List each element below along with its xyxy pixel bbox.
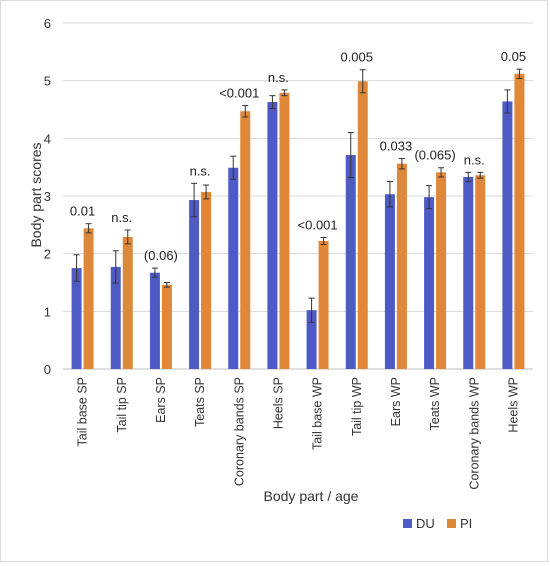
significance-label: <0.001 xyxy=(298,218,338,233)
y-axis-title: Body part scores xyxy=(28,142,44,247)
bar-pi xyxy=(436,172,447,369)
category-label: Teats SP xyxy=(193,377,207,427)
significance-label: 0.033 xyxy=(380,139,413,154)
bar-pi xyxy=(279,92,290,369)
y-tick-label: 5 xyxy=(44,74,51,89)
bar-du xyxy=(502,101,513,369)
bar-du xyxy=(149,272,160,369)
category-label: Coronary bands SP xyxy=(232,377,246,486)
bar-pi xyxy=(201,191,212,369)
legend: DU PI xyxy=(403,516,472,531)
y-tick-label: 1 xyxy=(44,304,51,319)
significance-label: <0.001 xyxy=(219,85,259,100)
gridlines xyxy=(63,22,533,370)
category-label: Coronary bands WP xyxy=(467,377,481,490)
error-bars xyxy=(73,68,523,323)
significance-label: n.s. xyxy=(111,210,132,225)
bar-pi xyxy=(83,228,94,369)
bar-pi xyxy=(318,240,329,369)
legend-swatch-pi xyxy=(447,519,456,528)
y-tick-label: 4 xyxy=(44,131,51,146)
bar-du xyxy=(189,200,200,369)
significance-label: (0.065) xyxy=(414,148,455,163)
category-label: Heels SP xyxy=(271,377,285,429)
bar-du xyxy=(424,197,435,369)
bar-du xyxy=(345,155,356,369)
category-label: Heels WP xyxy=(506,377,520,433)
bar-pi xyxy=(514,73,525,369)
category-label: Tail tip SP xyxy=(115,377,129,433)
legend-label: PI xyxy=(460,516,472,531)
category-label: Teats WP xyxy=(428,377,442,431)
bar-du xyxy=(71,268,82,369)
significance-label: 0.05 xyxy=(501,49,526,64)
significance-label: 0.005 xyxy=(340,50,373,65)
bar-du xyxy=(306,310,317,369)
category-label: Tail base SP xyxy=(76,377,90,446)
y-tick-label: 0 xyxy=(44,362,51,377)
significance-label: n.s. xyxy=(190,163,211,178)
y-tick-label: 3 xyxy=(44,189,51,204)
significance-label: (0.06) xyxy=(144,248,178,263)
y-tick-label: 6 xyxy=(44,16,51,31)
bar-pi xyxy=(357,81,368,369)
bar-du xyxy=(228,167,239,369)
bar-pi xyxy=(396,163,407,369)
category-labels: Tail base SP Tail tip SP Ears SP Teats SP Co… xyxy=(76,377,521,490)
category-label: Ears SP xyxy=(154,377,168,423)
legend-label: DU xyxy=(416,516,435,531)
axes: 0 1 2 3 4 5 6 xyxy=(44,16,533,377)
bar-du xyxy=(267,102,278,370)
x-axis-title: Body part / age xyxy=(264,488,359,504)
bar-du xyxy=(384,194,395,369)
significance-labels: 0.01 n.s. (0.06) n.s. <0.001 n.s. <0.001 0.005 0… xyxy=(70,49,526,263)
bars xyxy=(71,73,525,370)
bar-pi xyxy=(122,236,133,369)
bar-du xyxy=(463,176,474,369)
significance-label: n.s. xyxy=(464,152,485,167)
category-label: Tail base WP xyxy=(311,377,325,450)
bar-pi xyxy=(240,111,251,369)
bar-pi xyxy=(475,175,486,369)
significance-label: n.s. xyxy=(268,70,289,85)
category-label: Ears WP xyxy=(389,377,403,426)
bar-du xyxy=(110,266,121,369)
bar-pi xyxy=(161,284,172,369)
legend-swatch-du xyxy=(403,519,412,528)
y-tick-label: 2 xyxy=(44,247,51,262)
significance-label: 0.01 xyxy=(70,204,95,219)
category-label: Tail tip WP xyxy=(350,377,364,436)
